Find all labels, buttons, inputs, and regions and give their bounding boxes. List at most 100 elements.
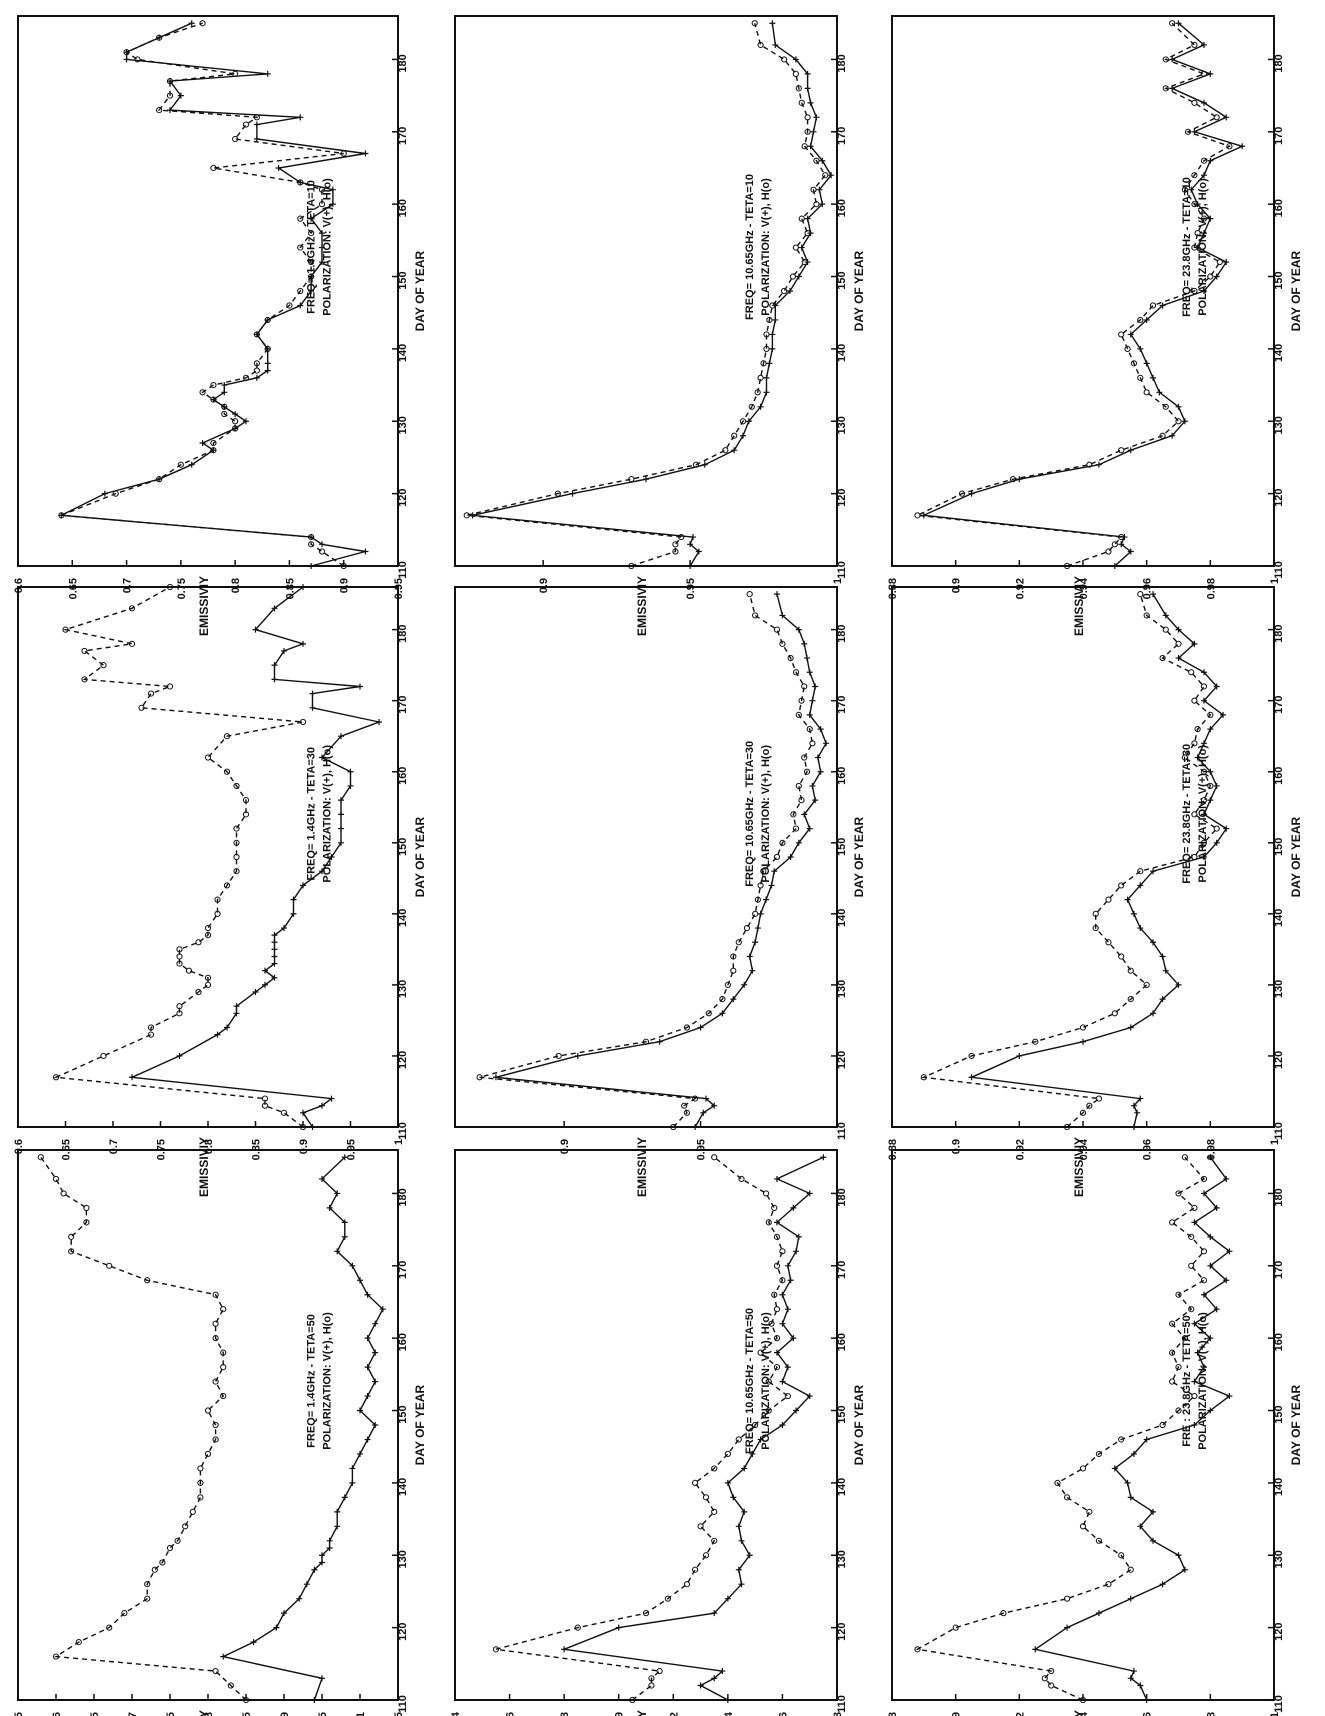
x-tick-label: 130: [397, 416, 409, 434]
data-point-v: [199, 439, 206, 446]
data-point-h: [253, 367, 260, 374]
data-point-v: [1150, 374, 1157, 381]
data-point-v: [338, 811, 344, 818]
x-tick-label: 140: [1273, 344, 1285, 362]
data-point-v: [790, 1204, 797, 1211]
data-point-h: [1041, 1675, 1048, 1682]
data-point-h: [1175, 1407, 1182, 1414]
y-tick-label: 0.7: [127, 1712, 139, 1716]
data-point-v: [264, 70, 271, 77]
x-tick-label: 150: [397, 838, 409, 856]
data-point-v: [224, 1024, 230, 1031]
data-point-v: [232, 411, 239, 418]
data-point-v: [264, 360, 271, 367]
data-point-h: [220, 1392, 227, 1400]
data-point-h: [297, 244, 304, 251]
plot-frame: [891, 1149, 1275, 1701]
data-point-h: [779, 1277, 786, 1284]
chart-panel-f14-t10: 110 120 130 140 150 160 170 180 0.6 0.65 0.7 0.75 0.…: [13, 15, 427, 636]
x-tick-label: 150: [1273, 838, 1285, 856]
data-point-v: [309, 704, 316, 711]
data-point-v: [1207, 1233, 1214, 1240]
data-point-v: [1159, 302, 1166, 309]
data-point-v: [379, 1306, 386, 1313]
data-point-v: [300, 1109, 306, 1116]
y-tick-label: 0.85: [241, 1712, 253, 1716]
data-point-h: [809, 740, 816, 747]
series-line-v-pol: [921, 22, 1245, 567]
data-point-v: [1130, 1668, 1137, 1675]
data-point-v: [968, 1074, 975, 1081]
data-point-v: [357, 1407, 363, 1414]
data-point-h: [197, 1479, 204, 1486]
data-point-h: [1194, 230, 1201, 237]
data-point-v: [801, 811, 808, 818]
x-axis-title: DAY OF YEAR: [413, 1384, 427, 1465]
data-point-v: [341, 1154, 348, 1161]
data-point-v: [1200, 697, 1207, 704]
data-point-h: [106, 1262, 113, 1269]
x-tick-label: 140: [1273, 909, 1285, 927]
data-point-v: [1207, 215, 1214, 222]
data-point-h: [1200, 215, 1208, 222]
data-point-h: [773, 1262, 781, 1269]
data-point-v: [804, 85, 811, 92]
y-tick-label: 0.9: [951, 1712, 963, 1716]
data-point-h: [804, 114, 811, 121]
data-point-h: [789, 273, 797, 280]
data-point-h: [1079, 1024, 1087, 1031]
x-tick-label: 130: [1273, 980, 1285, 998]
data-point-h: [711, 1508, 718, 1515]
y-axis-title: EMISSIVIY: [197, 576, 211, 636]
data-point-v: [1213, 683, 1220, 690]
plot-frame: [17, 586, 399, 1128]
data-point-v: [1239, 143, 1246, 150]
data-point-h: [195, 939, 202, 946]
data-point-v: [730, 1494, 737, 1501]
data-point-v: [1016, 1052, 1023, 1059]
data-point-h: [1191, 287, 1198, 295]
x-axis-title: DAY OF YEAR: [1289, 1384, 1303, 1465]
data-point-v: [300, 882, 306, 889]
data-point-h: [628, 476, 635, 483]
data-point-h: [1063, 1595, 1071, 1602]
data-point-v: [820, 1154, 827, 1161]
data-point-h: [156, 106, 163, 114]
data-point-v: [364, 1335, 371, 1342]
data-point-v: [795, 626, 802, 633]
data-point-h: [773, 1306, 781, 1313]
data-point-v: [311, 1566, 318, 1573]
panel-annotation: FRE : 23.8GHz - TETA=50: [1181, 1315, 1193, 1447]
data-point-v: [1137, 1682, 1144, 1689]
data-point-h: [771, 1291, 778, 1298]
data-point-h: [299, 1123, 307, 1131]
data-point-h: [233, 782, 240, 790]
data-point-h: [232, 425, 239, 432]
x-tick-label: 120: [1273, 1622, 1285, 1640]
data-point-h: [1175, 1190, 1182, 1197]
data-point-v: [792, 56, 799, 63]
x-tick-label: 180: [836, 624, 848, 642]
data-point-v: [1111, 1465, 1118, 1472]
x-tick-label: 180: [397, 1188, 409, 1206]
x-tick-label: 180: [1273, 54, 1285, 72]
data-point-v: [749, 967, 756, 974]
y-tick-label: 1: [1269, 578, 1281, 584]
data-point-v: [1127, 1595, 1134, 1602]
data-point-h: [1207, 273, 1214, 280]
x-axis-title: DAY OF YEAR: [1289, 816, 1303, 897]
x-tick-label: 110: [397, 561, 409, 579]
data-point-v: [1188, 186, 1195, 193]
y-axis-title: EMISSIVIY: [1072, 1137, 1086, 1197]
data-point-v: [814, 754, 821, 761]
data-point-v: [1143, 1697, 1150, 1703]
y-tick-label: 0.9: [298, 1139, 310, 1154]
data-point-h: [233, 839, 240, 846]
y-tick-label: 0.9: [951, 578, 963, 593]
y-tick-label: 0.94: [1078, 577, 1090, 599]
data-point-h: [1048, 1682, 1055, 1689]
data-point-h: [798, 215, 805, 222]
data-point-v: [813, 114, 820, 121]
